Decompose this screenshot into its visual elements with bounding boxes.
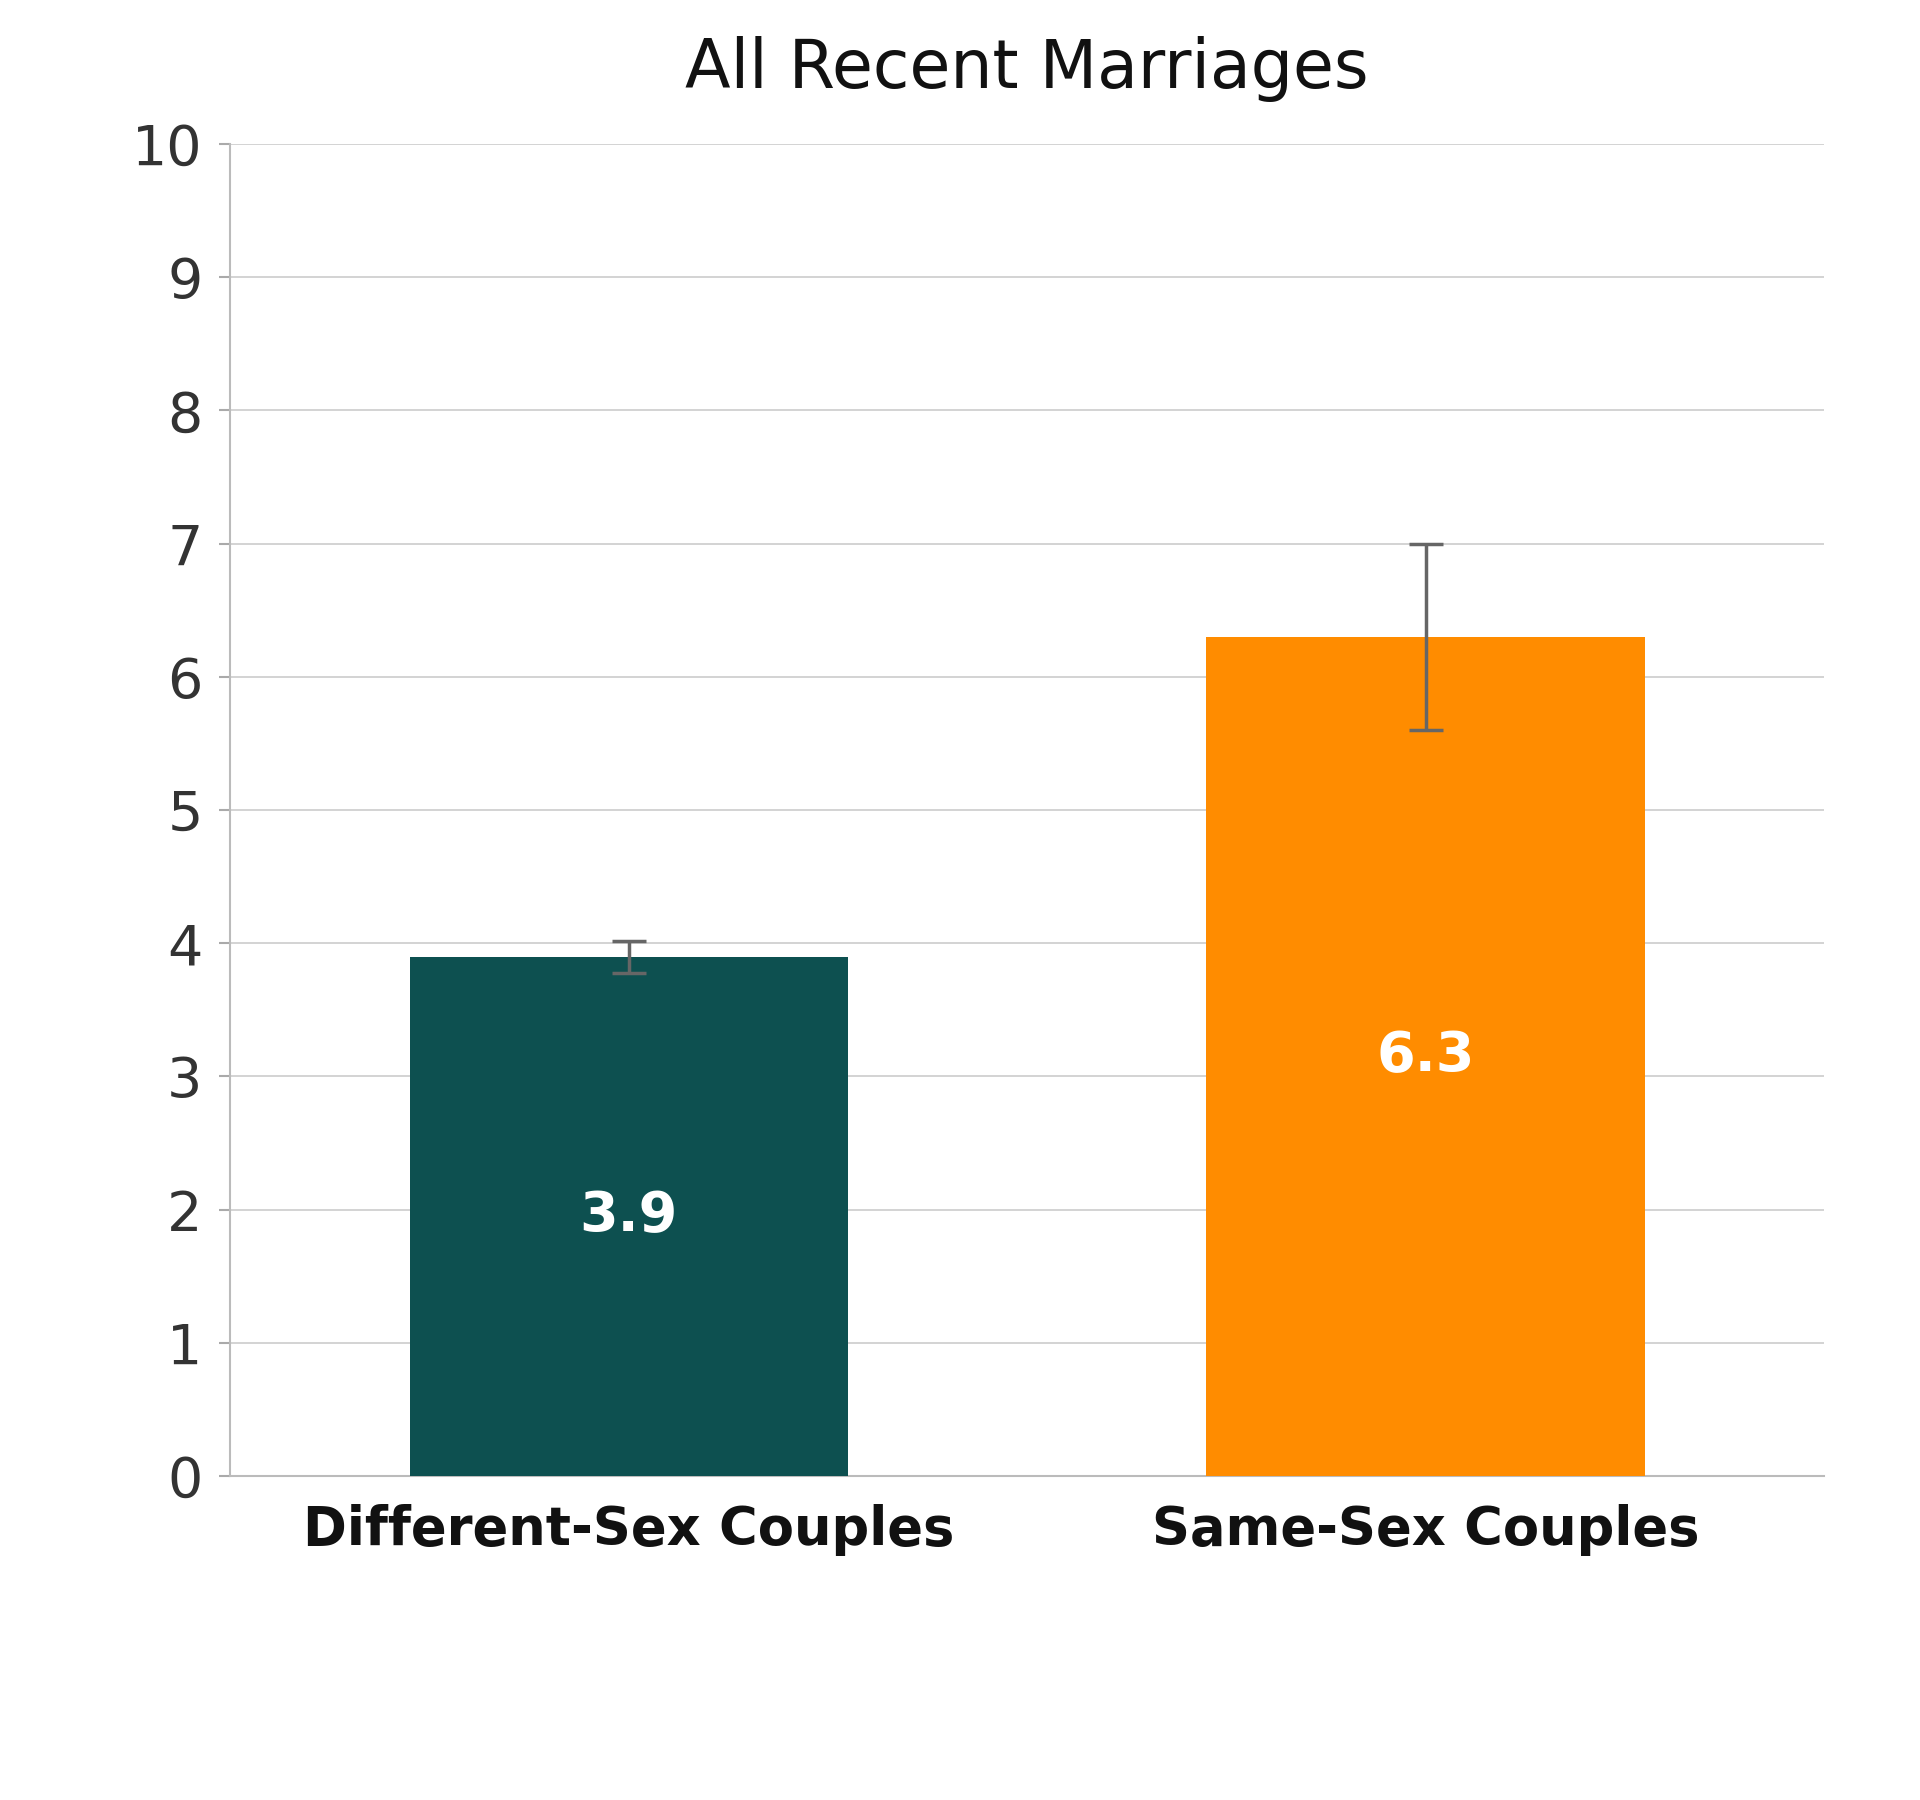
Title: All Recent Marriages: All Recent Marriages [685, 36, 1369, 103]
Bar [409, 956, 849, 1476]
Text: 6.3: 6.3 [1377, 1030, 1475, 1084]
Bar [1206, 637, 1645, 1476]
Text: 3.9: 3.9 [580, 1190, 678, 1244]
